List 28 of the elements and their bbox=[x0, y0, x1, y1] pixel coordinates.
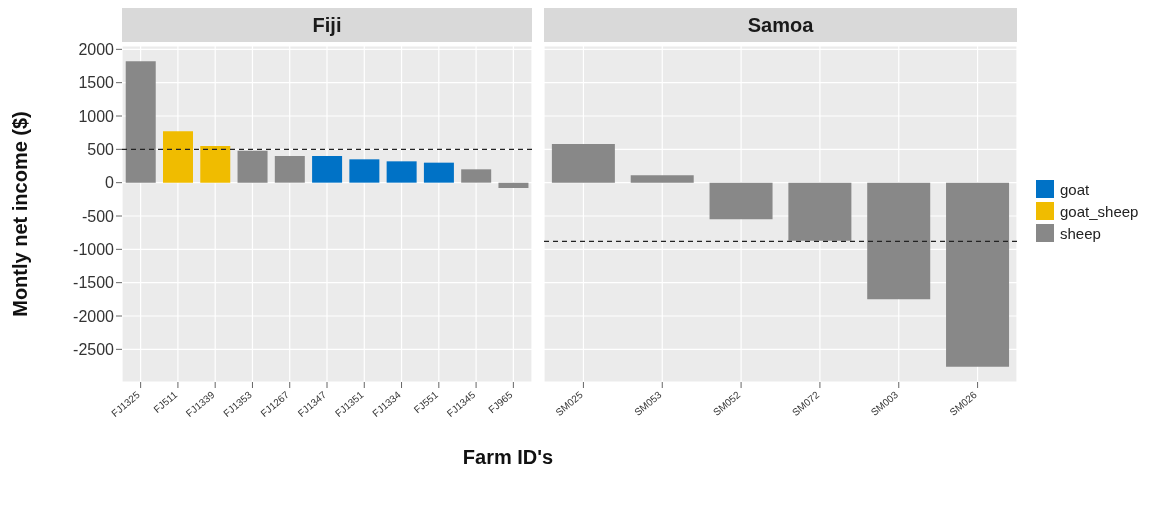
y-tick-label: -2500 bbox=[73, 341, 115, 359]
chart-title: Samoa bbox=[544, 8, 1017, 42]
y-axis-title: Montly net income ($) bbox=[9, 111, 32, 317]
legend-label: goat_sheep bbox=[1060, 202, 1139, 220]
bar bbox=[237, 150, 268, 183]
bar bbox=[163, 131, 193, 183]
bar bbox=[274, 156, 305, 183]
bar bbox=[125, 61, 156, 183]
y-tick-label: 1000 bbox=[78, 107, 115, 125]
x-axis-title: Farm ID's bbox=[461, 446, 555, 469]
y-tick-label: -2000 bbox=[73, 307, 115, 325]
y-tick-label: 500 bbox=[87, 141, 115, 159]
y-tick-label: -1500 bbox=[73, 274, 115, 292]
bar bbox=[498, 182, 529, 188]
bar bbox=[349, 159, 380, 183]
bar bbox=[461, 169, 492, 183]
bar bbox=[423, 162, 454, 183]
y-tick-label: 1500 bbox=[78, 74, 115, 92]
bar bbox=[312, 156, 343, 183]
bar bbox=[200, 146, 231, 183]
y-tick-label: 0 bbox=[105, 174, 115, 192]
bar bbox=[386, 161, 417, 183]
y-tick-label: -500 bbox=[81, 207, 115, 225]
legend-label: goat bbox=[1060, 180, 1090, 198]
chart-title: Fiji bbox=[122, 8, 532, 42]
y-tick-label: 2000 bbox=[78, 41, 115, 59]
y-tick-label: -1000 bbox=[73, 241, 115, 259]
legend-label: sheep bbox=[1060, 224, 1101, 242]
